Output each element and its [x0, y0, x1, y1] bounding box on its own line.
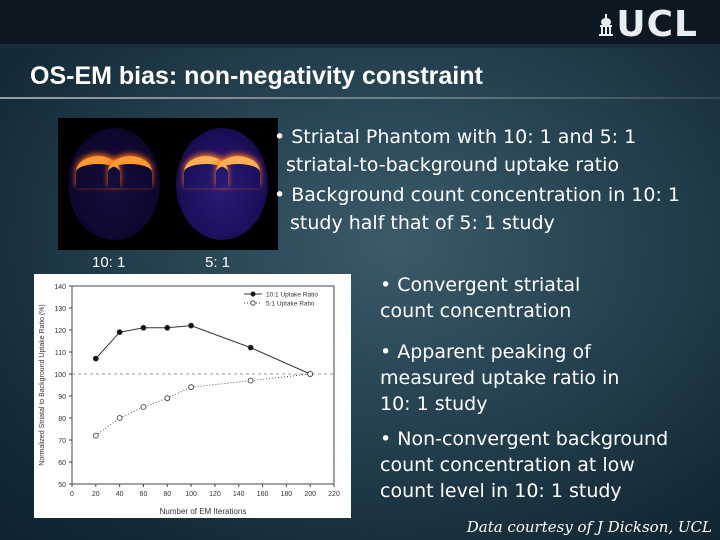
x-tick-label: 20: [92, 491, 100, 498]
y-tick-label: 60: [58, 460, 66, 467]
scan-image-10-1: [58, 118, 170, 250]
header-underline: [0, 44, 720, 48]
y-tick-label: 110: [55, 350, 66, 357]
data-point: [164, 324, 171, 331]
y-tick-label: 50: [58, 482, 66, 489]
series-line-2: [95, 373, 311, 436]
legend-label: 5:1 Uptake Ratio: [266, 301, 315, 308]
y-tick-label: 130: [54, 306, 66, 313]
bullet-peaking-cont1: measured uptake ratio in: [380, 367, 620, 389]
legend-marker: [250, 300, 256, 306]
bullet-background-cont: study half that of 5: 1 study: [290, 212, 555, 234]
x-tick-label: 140: [233, 491, 245, 498]
y-tick-label: 90: [58, 394, 66, 401]
data-point: [92, 432, 99, 439]
portico-icon: [599, 13, 614, 36]
data-point: [92, 355, 99, 362]
x-tick-label: 100: [185, 491, 197, 498]
bullet-phantom-cont: striatal-to-background uptake ratio: [286, 154, 620, 176]
x-tick-label: 40: [116, 491, 124, 498]
bullet-nonconvergent: • Non-convergent background: [380, 428, 669, 450]
logo-text: UCL: [616, 4, 698, 45]
bullet-convergent: • Convergent striatal: [380, 274, 581, 296]
x-tick-label: 180: [281, 491, 293, 498]
x-tick-label: 80: [163, 491, 171, 498]
scan-image-5-1: [166, 118, 278, 250]
data-point: [188, 384, 194, 391]
bullet-peaking-cont2: 10: 1 study: [380, 393, 488, 415]
legend-marker: [250, 291, 256, 297]
scan-label-5-1: 5: 1: [205, 254, 231, 271]
bullet-convergent-cont: count concentration: [380, 300, 572, 322]
y-tick-label: 80: [58, 416, 66, 423]
data-point: [247, 344, 254, 351]
title-separator: [0, 97, 720, 99]
data-point: [164, 395, 171, 402]
data-point: [140, 324, 147, 331]
bullet-phantom: • Striatal Phantom with 10: 1 and 5: 1: [274, 126, 637, 148]
ucl-logo: UCL: [599, 4, 698, 45]
bullet-nonconvergent-cont2: count level in 10: 1 study: [380, 480, 622, 502]
header-bar: [0, 0, 720, 44]
chart-svg: 50 60 70 80 90 100 110 120 130 140 0 20 40 60 80 100 120…: [39, 284, 340, 516]
uptake-ratio-chart: 50 60 70 80 90 100 110 120 130 140 0 20 40 60 80 100 120…: [34, 274, 351, 518]
data-point: [188, 322, 194, 329]
data-point: [116, 329, 123, 336]
x-tick-label: 160: [257, 491, 269, 498]
data-point: [307, 371, 314, 377]
slide-title: OS-EM bias: non-negativity constraint: [30, 62, 483, 90]
y-tick-label: 140: [54, 284, 66, 291]
data-point: [140, 404, 147, 410]
y-axis-label: Normalized Striatal to Background Uptake…: [39, 304, 46, 465]
bullet-nonconvergent-cont1: count concentration at low: [380, 454, 635, 476]
x-tick-label: 220: [328, 491, 340, 498]
y-tick-label: 120: [54, 328, 66, 335]
data-credit: Data courtesy of J Dickson, UCL: [466, 518, 712, 536]
data-point: [116, 415, 123, 421]
x-tick-label: 120: [209, 491, 221, 498]
series-line-1: [95, 325, 311, 375]
y-tick-label: 70: [58, 438, 66, 445]
y-tick-label: 100: [54, 372, 66, 379]
legend-label: 10:1 Uptake Ratio: [266, 292, 318, 299]
x-tick-label: 0: [70, 491, 74, 498]
x-axis-label: Number of EM Iterations: [160, 507, 247, 516]
data-point: [247, 377, 254, 384]
x-tick-label: 200: [304, 491, 316, 498]
bullet-peaking: • Apparent peaking of: [380, 341, 591, 363]
plot-frame: [71, 285, 335, 485]
scan-label-10-1: 10: 1: [92, 254, 126, 271]
bullet-background: • Background count concentration in 10: …: [274, 184, 680, 206]
x-tick-label: 60: [140, 491, 148, 498]
